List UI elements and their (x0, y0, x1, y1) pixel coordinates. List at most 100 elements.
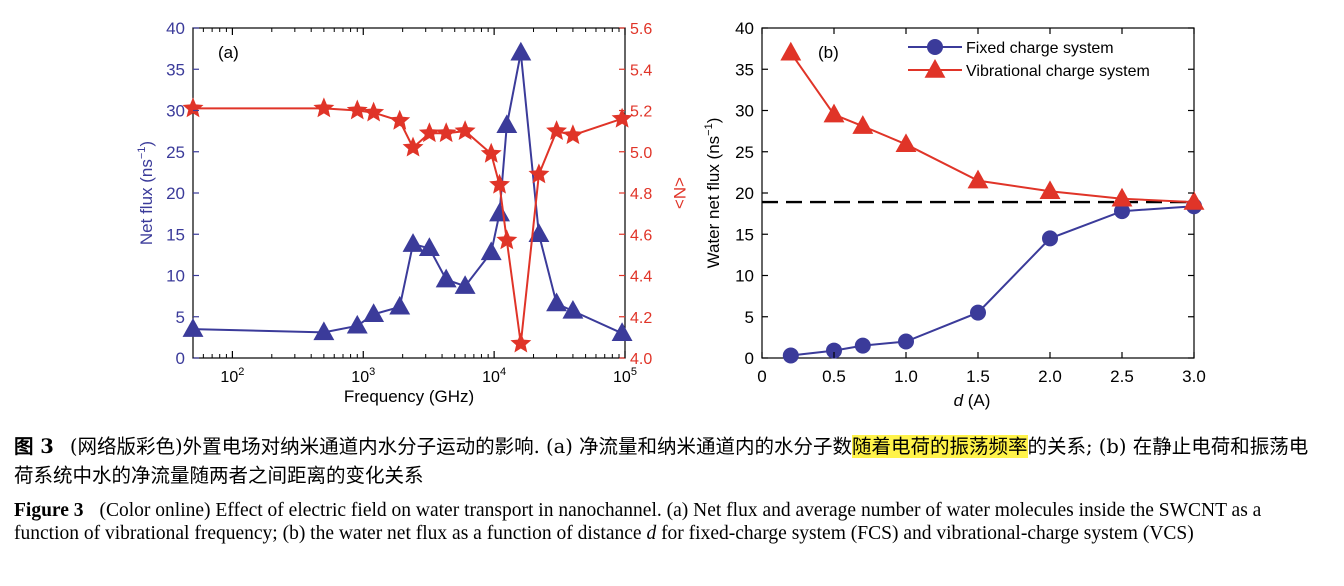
panel-a-right-tick-label: 4.2 (630, 310, 652, 327)
panel-a-series-1-point (454, 275, 476, 294)
panel-a-series-1-point (363, 303, 385, 322)
panel-a-series-1-point (528, 223, 550, 242)
panel-a-series-1-point (496, 114, 518, 134)
panel-b-legend-label-1: Fixed charge system (966, 40, 1114, 57)
panel-a-series-1-point (182, 318, 204, 337)
panel-b-series-2-point (1183, 191, 1205, 210)
panel-b-legend-marker-2 (924, 59, 946, 78)
panel-a-left-axis-label: Net flux (ns−1) (136, 141, 156, 245)
caption-en-text-2: for fixed-charge system (FCS) and vibrat… (656, 523, 1194, 544)
panel-a-series-2-point (528, 163, 550, 184)
panel-b-y-axis-label-end: ) (704, 118, 723, 124)
caption-cn-highlight: 随着电荷的振荡频率 (852, 435, 1028, 458)
panel-b-label: (b) (818, 43, 839, 62)
panel-b-series-1-point (782, 347, 799, 364)
panel-a-series-1-point (346, 314, 368, 334)
caption-cn-label: 图 3 (14, 435, 54, 458)
panel-b-series-2-point (852, 115, 874, 134)
panel-a-x-tick-exp: 5 (631, 366, 637, 378)
panel-b-x-tick-label: 2.0 (1038, 367, 1062, 386)
panel-b-y-tick-label: 40 (735, 19, 754, 38)
panel-a-chart: (a) 05101520253035404.04.24.44.64.85.05.… (136, 19, 689, 406)
panel-b-y-tick-label: 10 (735, 267, 754, 286)
panel-a-series-1-point (313, 321, 335, 341)
panel-b-series-2-point (780, 41, 802, 61)
panel-a-right-tick-label: 5.4 (630, 62, 652, 79)
panel-a-x-tick-exp: 3 (369, 366, 375, 378)
panel-a-x-tick-base: 10 (482, 369, 500, 386)
caption-cn-text-2: 的关系; (b) 在静止电荷和振荡电荷系统中水的净流量随两者之间距离的变化关系 (14, 435, 1309, 487)
panel-a-x-tick-label: 102 (220, 366, 244, 386)
panel-a-right-tick-label: 4.8 (630, 186, 652, 203)
panel-a-series-1-point (402, 233, 424, 252)
panel-a-series-1-point (418, 237, 440, 256)
panel-a-x-tick-label: 104 (482, 366, 506, 386)
panel-a-label: (a) (218, 43, 239, 62)
panel-a-left-tick-label: 10 (166, 267, 185, 286)
panel-a-series-2-point (611, 107, 633, 128)
panel-b-legend-marker-1 (927, 39, 943, 55)
panel-a-series-2-point (402, 136, 424, 157)
panel-b-series-1-point (1042, 230, 1058, 247)
panel-a-left-axis-label-main: Net flux (ns (137, 159, 156, 245)
panel-a-series-2-point (435, 122, 457, 143)
panel-a-left-tick-label: 0 (176, 349, 185, 368)
panel-b-x-axis-label-var: d (954, 391, 964, 410)
panel-a-series-line-1 (192, 52, 623, 335)
panel-a-left-tick-label: 20 (166, 184, 185, 203)
caption-en-text-1: (Color online) Effect of electric field … (14, 500, 1262, 544)
panel-b-y-axis-label: Water net flux (ns−1) (703, 118, 723, 269)
caption-chinese: 图 3 (网络版彩色)外置电场对纳米通道内水分子运动的影响. (a) 净流量和纳米… (14, 432, 1314, 490)
panel-a-series-1-point (611, 322, 633, 341)
caption-en-italic: d (646, 523, 657, 544)
panel-a-series-1-point (489, 202, 510, 222)
panel-b-x-tick-label: 0.5 (822, 367, 846, 386)
panel-a-x-tick-label: 103 (351, 366, 375, 386)
figure-3: (a) 05101520253035404.04.24.44.64.85.05.… (136, 19, 1206, 410)
panel-a-series-1-point (562, 299, 584, 319)
panel-b-y-tick-label: 0 (745, 349, 754, 368)
panel-b-series-2-point (1111, 187, 1133, 207)
panel-a-right-axis-label: <N> (670, 177, 689, 209)
panel-a-series-1-point (510, 41, 532, 61)
panel-b-y-axis-label-sup: −1 (703, 123, 715, 136)
panel-b-x-tick-label: 1.0 (894, 367, 918, 386)
panel-a-right-tick-label: 4.0 (630, 351, 652, 368)
panel-a-x-tick-exp: 4 (500, 366, 506, 378)
panel-a-left-tick-label: 15 (166, 225, 185, 244)
panel-a-x-tick-base: 10 (613, 369, 631, 386)
panel-a-right-tick-label: 5.2 (630, 104, 652, 121)
panel-a-series-2-point (562, 124, 584, 145)
panel-a-series-2-point (313, 97, 335, 118)
panel-a-series-2-point (182, 97, 204, 118)
panel-a-series-2-point (363, 101, 385, 122)
panel-a-right-tick-label: 5.0 (630, 145, 652, 162)
caption-en-label: Figure 3 (14, 500, 84, 521)
panel-a-series-2-point (496, 229, 518, 250)
panel-b-x-tick-label: 2.5 (1110, 367, 1134, 386)
panel-a-series-1-point (435, 268, 457, 288)
panel-a-x-tick-base: 10 (220, 369, 238, 386)
panel-a-series-2-point (489, 173, 510, 194)
panel-a-series-2-point (389, 109, 411, 130)
panel-b-legend-label-2: Vibrational charge system (966, 63, 1150, 80)
panel-a-series-2-point (480, 142, 502, 163)
panel-a-left-tick-label: 40 (166, 19, 185, 38)
panel-b-y-tick-label: 5 (745, 308, 754, 327)
panel-a-series-2-point (546, 120, 567, 140)
panel-b-x-tick-label: 0 (757, 367, 766, 386)
panel-a-series-1-point (480, 241, 502, 261)
panel-a-left-tick-label: 35 (166, 60, 185, 79)
panel-a-left-tick-label: 25 (166, 143, 185, 162)
panel-b-y-tick-label: 25 (735, 143, 754, 162)
panel-a-left-tick-label: 30 (166, 102, 185, 121)
panel-a-series-2-point (454, 120, 476, 140)
panel-b-series-1-point (970, 304, 986, 321)
panel-a-series-1-point (389, 295, 411, 315)
panel-b-series-2-point (823, 103, 845, 123)
panel-b-y-tick-label: 35 (735, 60, 754, 79)
panel-b-series-2-point (895, 133, 917, 153)
panel-b-y-axis-label-main: Water net flux (ns (704, 136, 723, 269)
caption-cn-text-1: (网络版彩色)外置电场对纳米通道内水分子运动的影响. (a) 净流量和纳米通道内… (69, 435, 853, 458)
